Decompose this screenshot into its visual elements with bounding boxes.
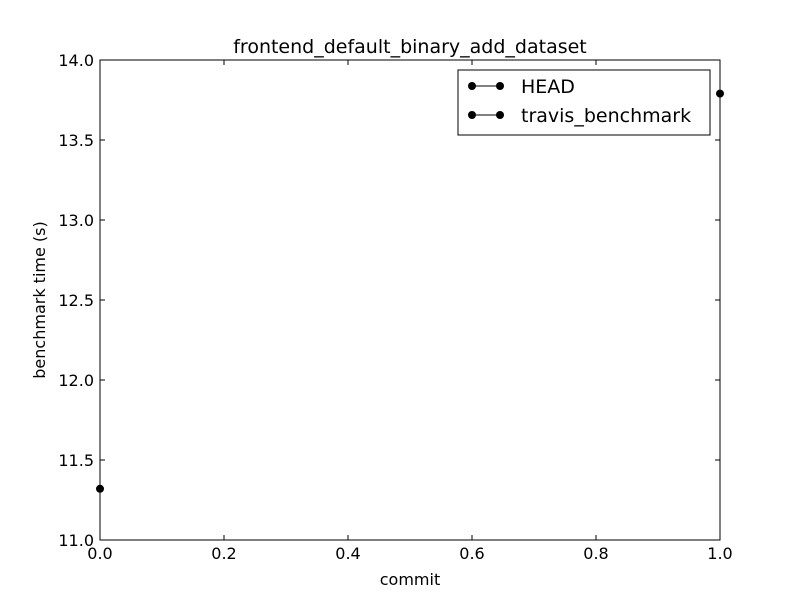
series-layer [96, 89, 724, 493]
y-tick-label: 14.0 [58, 51, 94, 70]
legend: HEAD travis_benchmark [457, 69, 711, 136]
legend-label: travis_benchmark [521, 105, 691, 127]
x-tick-label: 0.2 [211, 544, 236, 563]
x-tick-label: 0.4 [335, 544, 360, 563]
y-axis: 11.0 11.5 12.0 12.5 13.0 13.5 14.0 [58, 51, 720, 550]
y-tick-label: 13.5 [58, 131, 94, 150]
legend-marker [468, 111, 476, 119]
data-point [716, 89, 724, 98]
y-tick-label: 12.5 [58, 291, 94, 310]
y-tick-label: 13.0 [58, 211, 94, 230]
y-tick-label: 11.0 [58, 531, 94, 550]
legend-frame [457, 69, 711, 136]
series-head [96, 484, 104, 493]
x-axis-label: commit [380, 570, 440, 589]
y-tick-label: 12.0 [58, 371, 94, 390]
legend-marker [496, 111, 504, 119]
x-axis: 0.0 0.2 0.4 0.6 0.8 1.0 [87, 60, 733, 563]
legend-marker [496, 82, 504, 90]
legend-entry: HEAD [468, 76, 575, 98]
legend-entry: travis_benchmark [468, 105, 691, 127]
legend-marker [468, 82, 476, 90]
x-tick-label: 0.0 [87, 544, 112, 563]
chart-title: frontend_default_binary_add_dataset [233, 36, 587, 58]
x-tick-label: 0.6 [459, 544, 484, 563]
legend-items: HEAD travis_benchmark [468, 76, 691, 127]
series-travis-benchmark [716, 89, 724, 98]
y-axis-label: benchmark time (s) [30, 221, 49, 378]
y-tick-label: 11.5 [58, 451, 94, 470]
x-tick-label: 1.0 [707, 544, 732, 563]
data-point [96, 484, 104, 493]
x-tick-label: 0.8 [583, 544, 608, 563]
legend-label: HEAD [521, 76, 575, 98]
